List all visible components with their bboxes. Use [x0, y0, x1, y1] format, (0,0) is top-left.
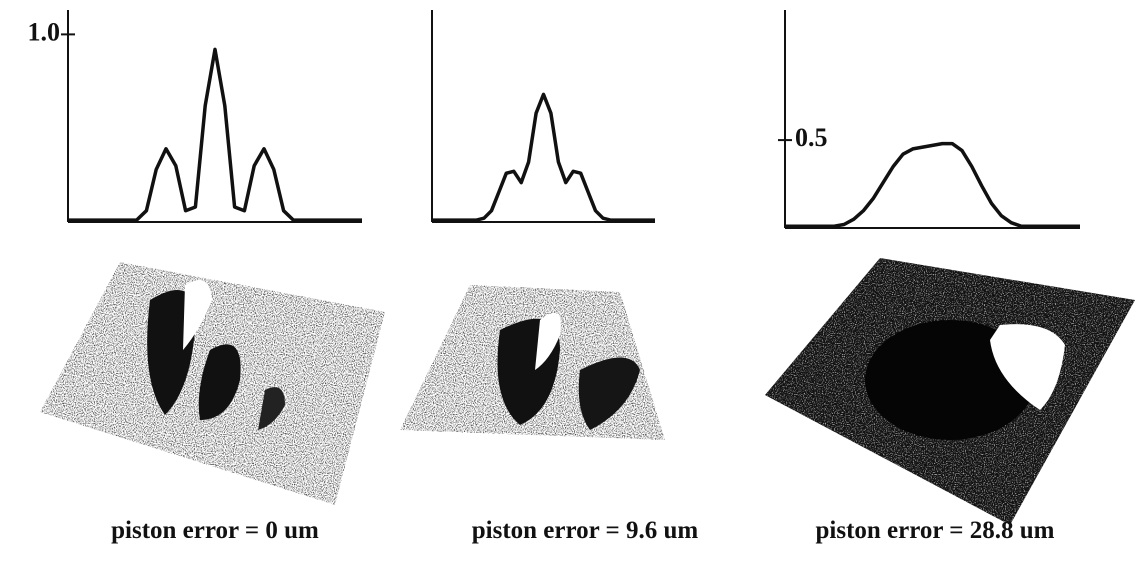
- caption: piston error = 0 um: [111, 517, 319, 544]
- profile-line: [432, 92, 655, 222]
- surface-image: [400, 285, 665, 440]
- y-tick-label: 1.0: [28, 17, 61, 46]
- profile-line: [785, 141, 1080, 228]
- caption: piston error = 28.8 um: [815, 517, 1054, 544]
- surface-image: [765, 258, 1135, 525]
- profile-line: [68, 47, 362, 222]
- caption: piston error = 9.6 um: [472, 517, 699, 544]
- surface-image: [40, 262, 385, 505]
- y-tick-label: 0.5: [795, 123, 828, 152]
